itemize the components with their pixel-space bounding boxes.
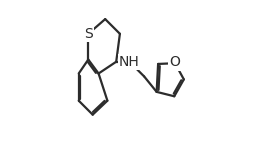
Text: S: S <box>84 27 93 41</box>
Text: NH: NH <box>119 55 140 69</box>
Text: O: O <box>170 55 180 70</box>
